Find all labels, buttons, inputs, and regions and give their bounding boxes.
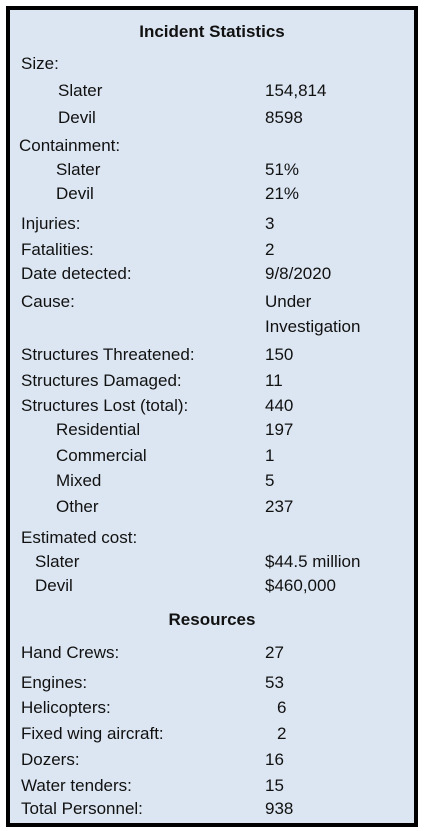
panel-title: Incident Statistics [139, 22, 285, 41]
breakdown-label: Other [56, 497, 99, 516]
structures-lost-row: Structures Lost (total): 440 [10, 394, 414, 418]
fatalities-value: 2 [265, 240, 275, 259]
breakdown-value: 237 [265, 497, 294, 516]
estimated-cost-row: Devil $460,000 [10, 574, 414, 598]
resource-value: 6 [277, 698, 287, 717]
fatalities-label: Fatalities: [21, 240, 94, 259]
estimated-cost-label: Estimated cost: [21, 528, 138, 547]
containment-section-label: Containment: [10, 134, 414, 158]
injuries-label: Injuries: [21, 214, 81, 233]
resource-label: Fixed wing aircraft: [21, 724, 164, 743]
containment-row: Devil 21% [10, 182, 414, 206]
containment-row: Slater 51% [10, 158, 414, 182]
resource-row: Helicopters: 6 [10, 696, 414, 720]
date-detected-row: Date detected: 9/8/2020 [10, 262, 414, 286]
estimated-cost-section-label: Estimated cost: [10, 526, 414, 550]
breakdown-label: Mixed [56, 471, 102, 490]
breakdown-label: Commercial [56, 446, 147, 465]
resource-row: Hand Crews: 27 [10, 641, 414, 665]
resource-value: 938 [265, 799, 294, 818]
containment-row-value: 21% [265, 184, 300, 203]
containment-row-label: Devil [56, 184, 94, 203]
resource-value: 27 [265, 643, 284, 662]
cause-label: Cause: [21, 292, 75, 311]
structures-lost-breakdown-row: Other 237 [10, 495, 414, 519]
size-row-label: Slater [58, 81, 103, 100]
resource-row: Dozers: 16 [10, 748, 414, 772]
estimated-cost-row: Slater $44.5 million [10, 550, 414, 574]
resource-label: Helicopters: [21, 698, 111, 717]
structures-lost-label: Structures Lost (total): [21, 396, 189, 415]
resource-row: Fixed wing aircraft: 2 [10, 722, 414, 746]
breakdown-label: Residential [56, 420, 141, 439]
structures-threatened-label: Structures Threatened: [21, 345, 195, 364]
size-label: Size: [21, 54, 59, 73]
structures-damaged-row: Structures Damaged: 11 [10, 369, 414, 393]
cause-row: Cause: Under [10, 290, 414, 314]
resource-value: 53 [265, 673, 284, 692]
estimated-cost-row-value: $44.5 million [265, 552, 361, 571]
resource-row: Total Personnel: 938 [10, 797, 414, 821]
resources-heading: Resources [168, 610, 256, 629]
resource-label: Total Personnel: [21, 799, 143, 818]
structures-damaged-label: Structures Damaged: [21, 371, 182, 390]
resource-label: Hand Crews: [21, 643, 120, 662]
structures-threatened-value: 150 [265, 345, 294, 364]
resource-value: 16 [265, 750, 284, 769]
breakdown-value: 1 [265, 446, 275, 465]
breakdown-value: 5 [265, 471, 275, 490]
estimated-cost-row-label: Slater [35, 552, 80, 571]
structures-lost-breakdown-row: Residential 197 [10, 418, 414, 442]
resource-label: Engines: [21, 673, 88, 692]
resource-label: Water tenders: [21, 776, 132, 795]
breakdown-value: 197 [265, 420, 294, 439]
size-row-label: Devil [58, 108, 96, 127]
estimated-cost-row-value: $460,000 [265, 576, 336, 595]
containment-row-label: Slater [56, 160, 101, 179]
structures-lost-breakdown-row: Commercial 1 [10, 444, 414, 468]
resource-label: Dozers: [21, 750, 80, 769]
cause-row-continued: Investigation [10, 315, 414, 339]
containment-row-value: 51% [265, 160, 300, 179]
fatalities-row: Fatalities: 2 [10, 238, 414, 262]
size-section-label: Size: [10, 52, 414, 76]
size-row-value: 8598 [265, 108, 303, 127]
injuries-row: Injuries: 3 [10, 212, 414, 236]
resource-row: Water tenders: 15 [10, 774, 414, 798]
containment-label: Containment: [19, 136, 121, 155]
structures-lost-breakdown-row: Mixed 5 [10, 469, 414, 493]
date-detected-label: Date detected: [21, 264, 132, 283]
estimated-cost-row-label: Devil [35, 576, 73, 595]
incident-statistics-panel: Incident Statistics Size: Slater 154,814… [6, 6, 418, 827]
size-row: Devil 8598 [10, 106, 414, 130]
resource-value: 15 [265, 776, 284, 795]
resource-value: 2 [277, 724, 287, 743]
resource-row: Engines: 53 [10, 671, 414, 695]
cause-value-line-2: Investigation [265, 317, 361, 336]
structures-lost-value: 440 [265, 396, 294, 415]
structures-threatened-row: Structures Threatened: 150 [10, 343, 414, 367]
injuries-value: 3 [265, 214, 275, 233]
structures-damaged-value: 11 [265, 371, 283, 390]
date-detected-value: 9/8/2020 [265, 264, 332, 283]
size-row: Slater 154,814 [10, 79, 414, 103]
cause-value-line-1: Under [265, 292, 312, 311]
size-row-value: 154,814 [265, 81, 327, 100]
